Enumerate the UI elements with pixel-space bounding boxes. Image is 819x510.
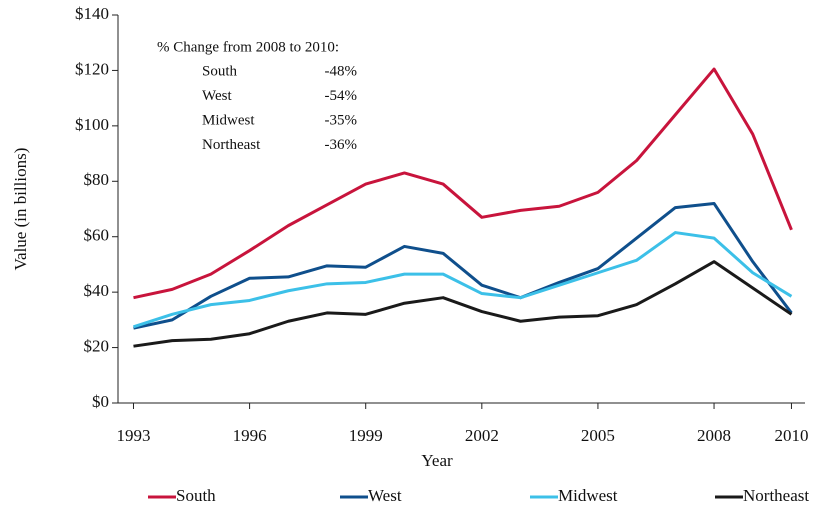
x-tick-label: 1993	[116, 426, 150, 445]
y-tick-label: $120	[75, 59, 109, 78]
legend-label: West	[368, 486, 402, 505]
y-tick-label: $100	[75, 115, 109, 134]
legend-label: Midwest	[558, 486, 618, 505]
series-line	[133, 201, 793, 330]
annotation-region: Northeast	[202, 137, 261, 153]
annotation-value: -48%	[325, 63, 358, 79]
annotation-title: % Change from 2008 to 2010:	[157, 39, 339, 55]
y-tick-label: $60	[84, 226, 110, 245]
legend-label: Northeast	[743, 486, 809, 505]
y-tick-label: $40	[84, 281, 110, 300]
x-axis-label: Year	[421, 451, 453, 470]
x-tick-label: 1996	[233, 426, 267, 445]
x-tick-label: 2008	[697, 426, 731, 445]
annotation-region: Midwest	[202, 112, 255, 128]
y-tick-label: $20	[84, 336, 110, 355]
annotation-value: -54%	[325, 88, 358, 104]
annotation-region: West	[202, 88, 232, 104]
annotation-value: -35%	[325, 112, 358, 128]
y-tick-label: $80	[84, 170, 110, 189]
series-line	[133, 67, 793, 300]
y-axis-label: Value (in billions)	[11, 148, 30, 271]
annotation-value: -36%	[325, 137, 358, 153]
series-line	[133, 260, 793, 348]
annotation: % Change from 2008 to 2010: South -48% West…	[157, 39, 357, 153]
x-tick-label: 2005	[581, 426, 615, 445]
x-tick-label: 1999	[349, 426, 383, 445]
y-tick-label: $0	[92, 392, 109, 411]
legend-label: South	[176, 486, 216, 505]
annotation-region: South	[202, 63, 238, 79]
y-tick-label: $140	[75, 4, 109, 23]
series-line	[133, 231, 793, 329]
x-tick-label: 2010	[774, 426, 808, 445]
x-tick-label: 2002	[465, 426, 499, 445]
